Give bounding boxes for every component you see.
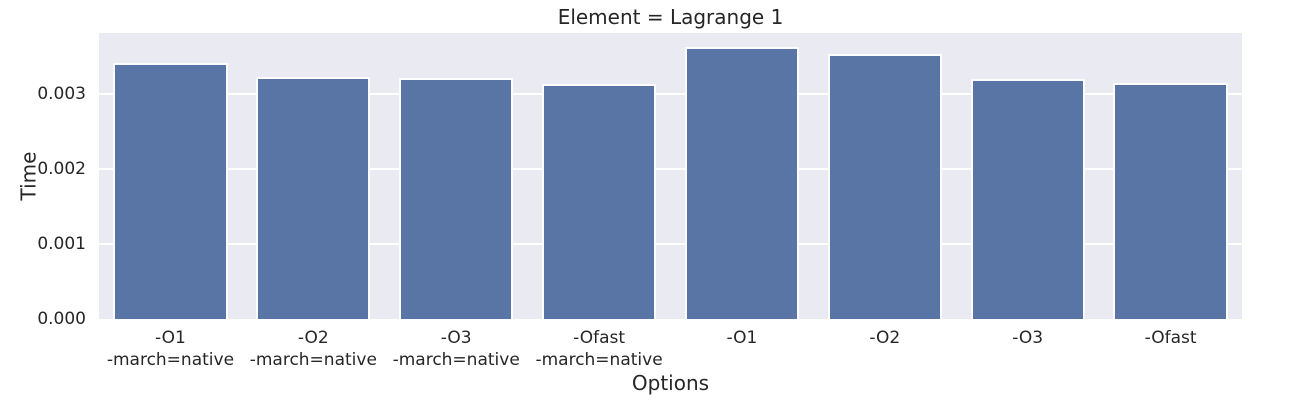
- x-tick-label--O2 -march=native: -O2 -march=native: [250, 328, 377, 371]
- x-tick-label-line: -march=native: [392, 349, 520, 370]
- bar--O3 -march=native: [399, 77, 514, 319]
- x-axis-label: Options: [631, 371, 710, 395]
- bar--O2: [827, 53, 942, 319]
- x-tick-label-line: -O2: [869, 328, 901, 348]
- x-tick-label-line: -march=native: [535, 349, 663, 370]
- x-tick-label--O3 -march=native: -O3 -march=native: [393, 328, 520, 371]
- x-tick-label--O2: -O2: [869, 328, 900, 350]
- bar--Ofast -march=native: [541, 83, 657, 319]
- x-tick-label--Ofast -march=native: -Ofast -march=native: [535, 328, 662, 371]
- x-tick-label-line: -Ofast: [573, 328, 626, 348]
- y-axis: 0.000 0.001 0.002 0.003: [0, 0, 86, 405]
- y-tick-label-0.001: 0.001: [37, 234, 86, 255]
- x-tick-label-line: -march=native: [106, 349, 235, 370]
- bar--O2 -march=native: [256, 77, 371, 319]
- gridline-0.003: [99, 93, 1242, 96]
- x-tick-label-line: -O1: [726, 328, 758, 348]
- x-tick-label-line: -Ofast: [1144, 328, 1197, 348]
- bar--O3: [970, 78, 1085, 319]
- bar--O1 -march=native: [113, 62, 228, 319]
- x-tick-label-line: -O3: [1012, 328, 1044, 348]
- chart-title: Element = Lagrange 1: [557, 5, 784, 29]
- gridline-0.001: [99, 243, 1242, 246]
- bar--O1: [684, 47, 800, 319]
- x-tick-label--Ofast: -Ofast: [1145, 328, 1197, 350]
- y-tick-label-0.000: 0.000: [37, 309, 86, 329]
- gridline-0.002: [99, 168, 1242, 171]
- x-tick-label-line: -O3: [440, 328, 472, 348]
- y-tick-label-0.003: 0.003: [37, 84, 86, 105]
- x-tick-label--O1: -O1: [727, 328, 758, 350]
- bar--Ofast: [1113, 83, 1228, 319]
- x-tick-label--O3: -O3: [1012, 328, 1043, 350]
- x-tick-label-line: -O2: [297, 328, 329, 348]
- x-tick-label-line: -march=native: [249, 349, 377, 370]
- x-tick-label-line: -O1: [155, 328, 186, 348]
- x-tick-label--O1 -march=native: -O1 -march=native: [107, 328, 234, 371]
- x-axis: -O1 -march=native -O2 -march=native -O3 -marc…: [99, 328, 1242, 372]
- y-tick-label-0.002: 0.002: [37, 159, 86, 180]
- plot-area: [99, 33, 1242, 319]
